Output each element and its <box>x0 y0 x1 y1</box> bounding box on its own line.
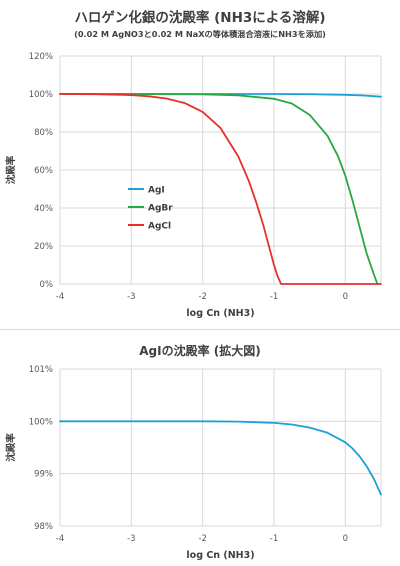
chart1-legend-label-agcl: AgCl <box>148 222 171 232</box>
chart2-xtick-label: -1 <box>270 534 278 544</box>
chart2-title: AgIの沈殿率 (拡大図) <box>139 344 261 358</box>
chart1-xtick-label: 0 <box>343 292 348 302</box>
chart1-ytick-label: 40% <box>34 204 53 214</box>
chart1-y-axis-label: 沈殿率 <box>5 155 17 184</box>
chart1-ytick-label: 60% <box>34 166 53 176</box>
chart2-ytick-label: 98% <box>34 522 53 532</box>
chart1-ytick-label: 20% <box>34 242 53 252</box>
chart2-x-axis-label: log Cn (NH3) <box>186 550 254 561</box>
chart1-ytick-label: 120% <box>29 52 53 62</box>
chart-divider <box>0 329 400 330</box>
chart2-ytick-label: 100% <box>29 417 53 427</box>
chart2-y-axis-label: 沈殿率 <box>5 433 17 462</box>
chart2-xtick-label: -3 <box>127 534 135 544</box>
chart2-xtick-label: -2 <box>198 534 206 544</box>
chart1-xtick-label: -4 <box>56 292 64 302</box>
chart1-legend-label-agbr: AgBr <box>148 204 173 214</box>
chart1-xtick-label: -3 <box>127 292 135 302</box>
chart2-ytick-label: 99% <box>34 470 53 480</box>
chart2-xtick-label: 0 <box>343 534 348 544</box>
chart1-x-axis-label: log Cn (NH3) <box>186 308 254 319</box>
chart1-title: ハロゲン化銀の沈殿率 (NH3による溶解) <box>74 10 326 26</box>
chart2-ytick-label: 101% <box>29 365 53 375</box>
chart1-xtick-label: -2 <box>198 292 206 302</box>
chart2-xtick-label: -4 <box>56 534 64 544</box>
chart2-series-agi-line <box>59 420 382 496</box>
chart1-subtitle: (0.02 M AgNO3と0.02 M NaXの等体積混合溶液にNH3を添加) <box>74 29 326 39</box>
chart1-series-agbr-line <box>59 93 379 285</box>
chart1-ytick-label: 80% <box>34 128 53 138</box>
chart1-legend-label-agi: AgI <box>148 186 165 196</box>
chart1-series-agcl-line <box>59 93 382 285</box>
chart1-ytick-label: 100% <box>29 90 53 100</box>
chart1-xtick-label: -1 <box>270 292 278 302</box>
chart1-ytick-label: 0% <box>40 280 54 290</box>
